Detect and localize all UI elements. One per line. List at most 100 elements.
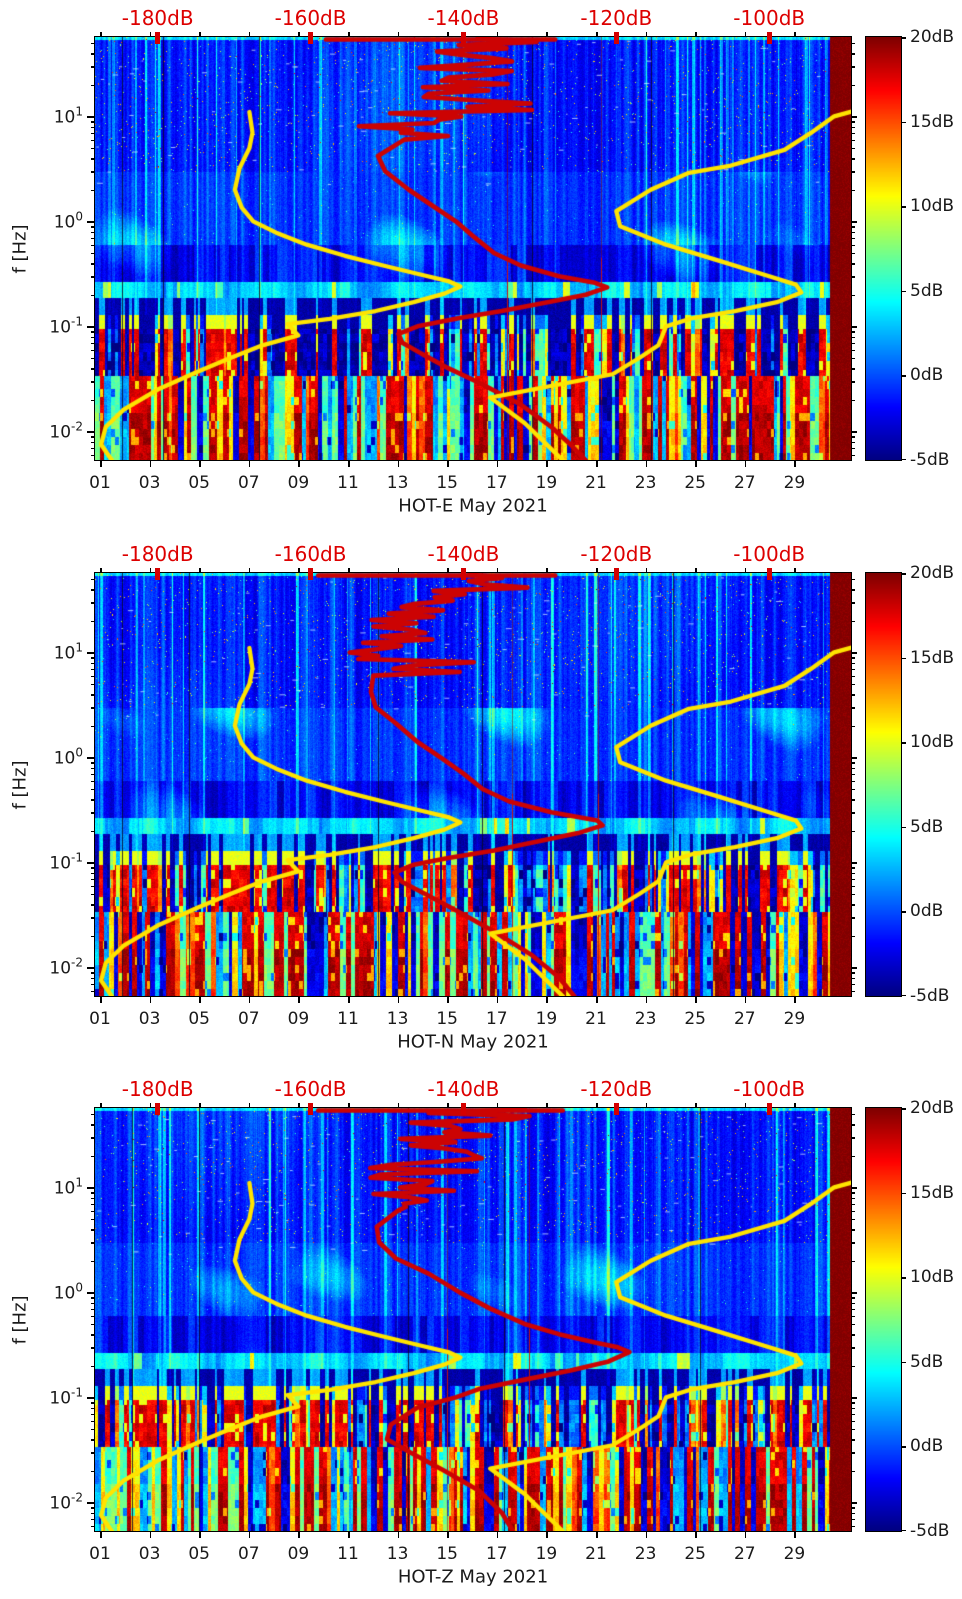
x-tick-bottom — [546, 996, 548, 1003]
y-tick-right — [851, 620, 855, 623]
x-tick-top — [744, 32, 747, 37]
y-tick-base: 10 — [53, 1178, 76, 1199]
y-tick-left — [90, 683, 95, 686]
y-tick-left — [90, 762, 95, 764]
x-tick-top — [149, 568, 152, 573]
y-tick-right — [851, 1260, 855, 1263]
y-tick-left — [90, 1507, 95, 1509]
x-tick-label: 17 — [485, 473, 508, 493]
y-tick-right — [851, 147, 855, 150]
x-tick-top — [348, 32, 350, 37]
x-tick-label: 07 — [237, 1544, 260, 1564]
y-tick-right — [851, 812, 855, 814]
y-tick-left — [90, 1439, 95, 1441]
colorbar-tick — [901, 657, 906, 660]
colorbar-label: 5dB — [910, 1351, 944, 1372]
colorbar-tick — [901, 375, 906, 377]
y-tick-base: 10 — [53, 643, 76, 664]
x-tick-top — [397, 32, 400, 37]
spectrogram-canvas-hot-n — [95, 573, 851, 996]
y-tick-right — [851, 694, 855, 696]
y-tick-left — [90, 1137, 95, 1139]
colorbar-label: 0dB — [910, 901, 944, 922]
x-tick-top — [744, 568, 747, 573]
colorbar-label: 15dB — [910, 647, 955, 668]
x-tick-label: 11 — [337, 473, 359, 493]
y-tick-right — [851, 1512, 855, 1515]
y-tick-right — [851, 725, 855, 728]
top-axis-red-tick — [613, 568, 619, 580]
y-tick-right — [851, 381, 855, 383]
x-tick-label: 25 — [684, 1544, 707, 1564]
top-axis-label: -140dB — [427, 542, 500, 566]
y-tick-left — [90, 657, 95, 659]
x-tick-label: 23 — [634, 473, 657, 493]
y-tick-right — [851, 1525, 855, 1528]
colorbar-tick — [901, 1108, 906, 1110]
top-axis-red-tick — [460, 32, 466, 44]
y-tick-left — [90, 694, 95, 696]
y-tick-right — [851, 683, 855, 686]
y-tick-left — [90, 675, 95, 678]
y-tick-left — [90, 904, 95, 906]
x-tick-bottom — [645, 460, 648, 467]
y-tick-left — [90, 126, 95, 129]
x-tick-top — [149, 1103, 152, 1108]
y-tick-left — [90, 767, 95, 770]
y-tick-right — [851, 1137, 855, 1139]
y-tick-left — [90, 1260, 95, 1263]
y-tick-right — [851, 935, 855, 938]
x-tick-label: 07 — [237, 473, 260, 493]
y-tick-right — [851, 276, 855, 278]
spectrogram-canvas-hot-z — [95, 1108, 851, 1531]
top-axis-label: -160dB — [274, 542, 347, 566]
x-tick-top — [596, 568, 598, 573]
y-tick-left — [87, 757, 95, 759]
y-tick-left — [90, 1192, 95, 1194]
y-tick-left — [90, 917, 95, 919]
y-tick-left — [90, 336, 95, 339]
y-tick-left — [90, 237, 95, 240]
x-tick-label: 17 — [485, 1544, 508, 1564]
y-tick-left — [90, 780, 95, 783]
x-tick-bottom — [496, 996, 499, 1003]
colorbar-tick — [901, 911, 906, 913]
y-tick-right — [851, 1113, 855, 1116]
x-tick-bottom — [397, 1531, 400, 1538]
x-tick-bottom — [695, 1531, 697, 1538]
x-tick-top — [348, 568, 350, 573]
x-tick-bottom — [248, 996, 251, 1003]
y-tick-left — [90, 294, 95, 297]
y-tick-right — [851, 652, 857, 654]
y-tick-left — [90, 349, 95, 352]
y-tick-right — [851, 1308, 855, 1311]
y-tick-right — [851, 1402, 855, 1404]
colorbar-tick — [901, 121, 906, 124]
y-tick-right — [851, 1203, 855, 1206]
y-tick-right — [851, 904, 855, 906]
y-tick-label: 100 — [54, 746, 83, 769]
y-tick-base: 10 — [49, 1388, 72, 1409]
y-tick-base: 10 — [49, 958, 72, 979]
y-tick-right — [851, 878, 855, 881]
y-tick-left — [90, 399, 95, 402]
y-tick-right — [851, 447, 855, 450]
x-tick-label: 17 — [485, 1009, 508, 1029]
y-tick-left — [90, 707, 95, 709]
top-axis-label: -120dB — [580, 1077, 653, 1101]
x-tick-bottom — [348, 460, 350, 467]
x-tick-bottom — [298, 460, 300, 467]
x-tick-label: 27 — [733, 1009, 756, 1029]
x-tick-bottom — [298, 996, 300, 1003]
y-tick-exponent: -1 — [71, 851, 83, 866]
y-tick-right — [851, 657, 855, 659]
y-tick-left — [90, 1365, 95, 1368]
y-tick-right — [851, 662, 855, 665]
panel-title-hot-e: HOT-E May 2021 — [398, 495, 548, 517]
x-tick-top — [744, 1103, 747, 1108]
top-axis-label: -100dB — [733, 6, 806, 30]
y-tick-left — [90, 132, 95, 135]
y-tick-left — [87, 862, 95, 864]
y-tick-right — [851, 867, 855, 869]
top-axis-red-tick — [308, 32, 314, 44]
